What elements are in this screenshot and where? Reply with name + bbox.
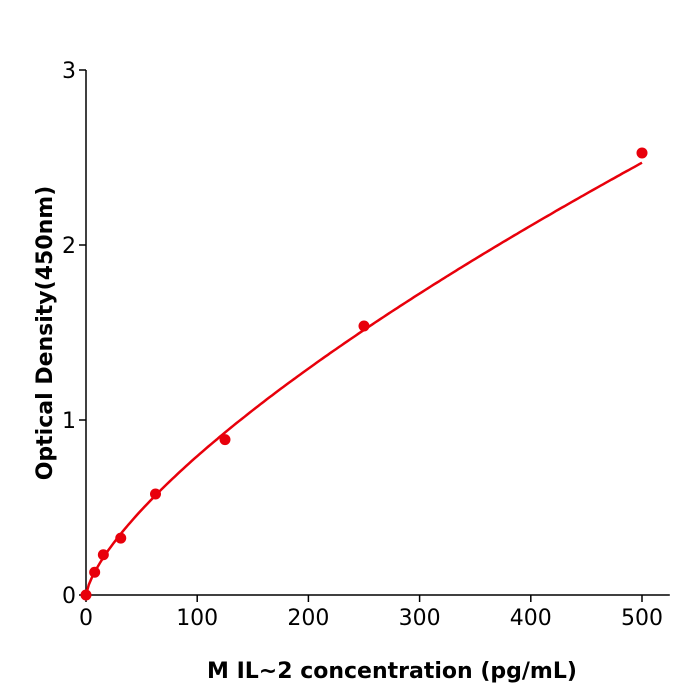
data-point: [150, 488, 161, 500]
x-tick-label: 500: [621, 606, 663, 631]
x-tick-label: 200: [287, 606, 329, 631]
y-tick-label: 2: [62, 234, 76, 259]
data-point: [636, 147, 648, 159]
x-tick-label: 400: [510, 606, 552, 631]
data-point: [97, 549, 109, 561]
x-axis-label: M IL~2 concentration (pg/mL): [207, 659, 577, 684]
x-tick-label: 0: [79, 606, 93, 631]
x-tick-label: 300: [399, 606, 441, 631]
x-tick-label: 100: [176, 606, 218, 631]
y-axis-label: Optical Density(450nm): [33, 186, 58, 481]
data-point: [80, 589, 92, 601]
data-point: [89, 566, 101, 578]
y-tick-label: 3: [62, 59, 76, 84]
fitted-curve: [84, 161, 643, 596]
y-tick-label: 0: [62, 584, 76, 609]
data-point: [219, 434, 231, 446]
y-tick-label: 1: [62, 409, 76, 434]
data-point: [115, 532, 127, 544]
data-point: [358, 320, 370, 332]
